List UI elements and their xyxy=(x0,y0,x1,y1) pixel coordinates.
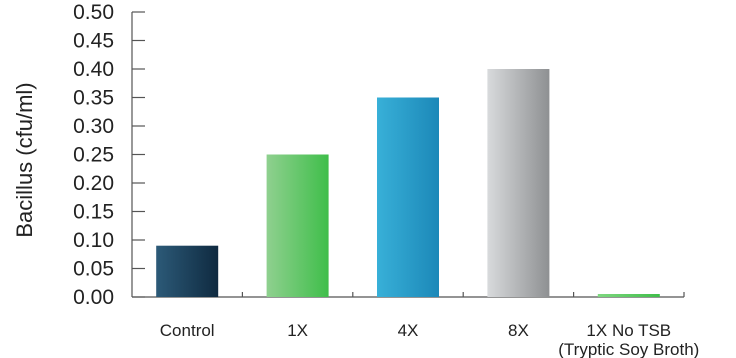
y-tick-label: 0.10 xyxy=(73,229,114,252)
y-tick-label: 0.35 xyxy=(73,87,114,110)
y-tick-label: 0.45 xyxy=(73,30,114,53)
y-axis: 0.00 0.05 0.10 0.15 0.20 0.25 0.30 0.35 0.40 0.45… xyxy=(73,1,145,309)
bar xyxy=(377,97,439,297)
y-tick-label: 0.50 xyxy=(73,1,114,24)
bar xyxy=(156,245,219,297)
bar xyxy=(487,69,550,297)
category-labels: Control 1X 4X 8X 1X No TSB(Tryptic Soy Broth… xyxy=(160,321,700,358)
x-category-label: 8X xyxy=(508,321,529,340)
x-category-label: 4X xyxy=(398,321,419,340)
bar xyxy=(266,154,329,297)
bar xyxy=(597,294,660,297)
y-axis-title: Bacillus (cfu/ml) xyxy=(12,82,37,237)
y-tick-label: 0.25 xyxy=(73,144,114,167)
y-tick-label: 0.40 xyxy=(73,58,114,81)
y-tick-label: 0.05 xyxy=(73,258,114,281)
y-tick-label: 0.30 xyxy=(73,115,114,138)
y-tick-label: 0.20 xyxy=(73,172,114,195)
bars-group xyxy=(156,69,660,297)
y-tick-label: 0.15 xyxy=(73,201,114,224)
x-category-label: (Tryptic Soy Broth) xyxy=(558,340,699,358)
y-tick-label: 0.00 xyxy=(73,286,114,309)
x-category-label: 1X No TSB xyxy=(586,321,671,340)
x-category-label: Control xyxy=(160,321,215,340)
x-category-label: 1X xyxy=(287,321,308,340)
